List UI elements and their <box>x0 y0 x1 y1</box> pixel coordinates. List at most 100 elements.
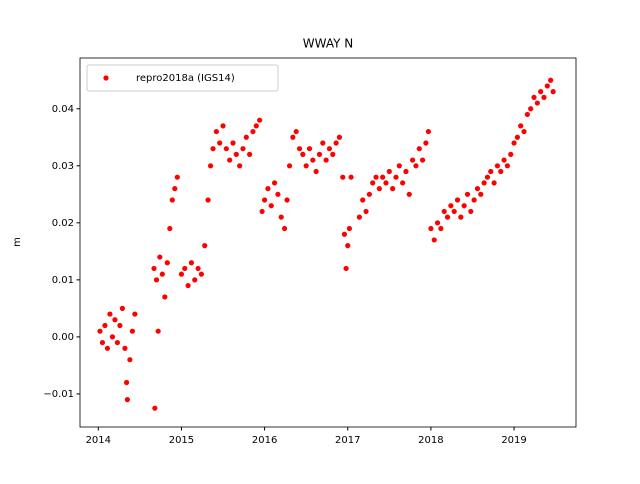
scatter-point <box>340 174 346 180</box>
scatter-point <box>341 231 348 237</box>
scatter-point <box>132 311 138 317</box>
scatter-point <box>152 405 158 411</box>
scatter-point <box>478 191 484 197</box>
scatter-point <box>363 208 369 215</box>
scatter-point <box>448 203 454 209</box>
scatter-point <box>313 168 319 175</box>
scatter-point <box>296 146 303 152</box>
scatter-point <box>227 157 233 163</box>
y-axis-label: m <box>12 237 23 247</box>
y-tick-label: 0.01 <box>52 275 74 286</box>
scatter-point <box>97 328 103 334</box>
scatter-point <box>434 220 441 226</box>
scatter-point <box>172 186 178 192</box>
scatter-point <box>127 357 133 363</box>
scatter-point <box>471 197 477 203</box>
scatter-point <box>438 225 444 232</box>
scatter-point <box>330 151 336 157</box>
scatter-point <box>185 282 191 289</box>
legend-label: repro2018a (IGS14) <box>136 73 235 84</box>
scatter-point <box>112 317 118 323</box>
scatter-point <box>538 89 544 95</box>
scatter-point <box>174 174 180 180</box>
scatter-point <box>428 225 434 232</box>
scatter-point <box>501 157 507 163</box>
scatter-point <box>213 128 219 135</box>
scatter-point <box>257 117 263 123</box>
x-tick-label: 2015 <box>169 435 194 446</box>
scatter-point <box>504 163 510 169</box>
plot-frame <box>79 57 577 428</box>
scatter-point <box>326 146 333 152</box>
x-tick-label: 2017 <box>335 435 360 446</box>
scatter-point <box>320 140 326 146</box>
scatter-point <box>109 334 116 340</box>
scatter-point <box>451 208 457 215</box>
scatter-point <box>119 305 126 311</box>
scatter-point <box>431 237 437 243</box>
scatter-point <box>390 186 396 192</box>
scatter-point <box>247 151 253 157</box>
scatter-point <box>198 271 205 277</box>
y-tick-label: 0.04 <box>52 104 74 115</box>
scatter-point <box>403 168 409 175</box>
scatter-point <box>107 311 113 317</box>
scatter-point <box>410 157 416 163</box>
scatter-point <box>323 157 329 163</box>
scatter-point <box>488 168 494 175</box>
scatter-point <box>548 77 554 83</box>
scatter-point <box>123 379 130 386</box>
y-tick-label: 0.03 <box>52 161 74 172</box>
scatter-point <box>122 345 128 351</box>
y-tick-label: 0.02 <box>52 218 74 229</box>
scatter-point <box>192 277 198 283</box>
scatter-point <box>188 260 195 266</box>
scatter-point <box>386 168 392 175</box>
scatter-point <box>370 180 376 186</box>
scatter-point <box>250 128 256 135</box>
scatter-point <box>336 134 343 140</box>
scatter-point <box>210 146 216 152</box>
scatter-point <box>518 123 524 129</box>
scatter-point <box>521 128 527 135</box>
scatter-point <box>240 146 246 152</box>
scatter-point <box>157 254 163 260</box>
scatter-point <box>383 180 389 186</box>
scatter-point <box>290 134 296 140</box>
scatter-point <box>178 271 185 277</box>
scatter-point <box>423 140 429 146</box>
scatter-point <box>534 100 540 106</box>
scatter-point <box>261 197 268 203</box>
scatter-point <box>259 208 265 215</box>
scatter-point <box>343 265 349 272</box>
scatter-point <box>356 214 362 220</box>
scatter-point <box>300 151 306 157</box>
y-tick-label: −0.01 <box>43 389 74 400</box>
scatter-point <box>406 191 412 197</box>
scatter-point <box>425 128 432 135</box>
scatter-point <box>458 214 464 220</box>
scatter-point <box>464 191 471 197</box>
scatter-point <box>265 186 271 192</box>
scatter-point <box>484 174 491 180</box>
scatter-point <box>162 294 168 300</box>
scatter-point <box>524 111 530 118</box>
scatter-point <box>223 146 229 152</box>
scatter-point <box>444 214 451 220</box>
scatter-point <box>481 180 487 186</box>
x-tick-label: 2016 <box>252 435 277 446</box>
chart-title: WWAY N <box>303 37 353 51</box>
scatter-point <box>514 134 520 140</box>
scatter-point <box>293 128 299 135</box>
scatter-point <box>169 197 175 203</box>
scatter-point <box>461 203 467 209</box>
scatter-point <box>233 151 239 157</box>
scatter-point <box>153 277 160 283</box>
scatter-point <box>164 260 170 266</box>
scatter-point <box>416 146 422 152</box>
scatter-point <box>99 339 106 346</box>
scatter-point <box>345 243 351 249</box>
x-tick-label: 2018 <box>418 435 443 446</box>
x-tick-label: 2014 <box>86 435 111 446</box>
